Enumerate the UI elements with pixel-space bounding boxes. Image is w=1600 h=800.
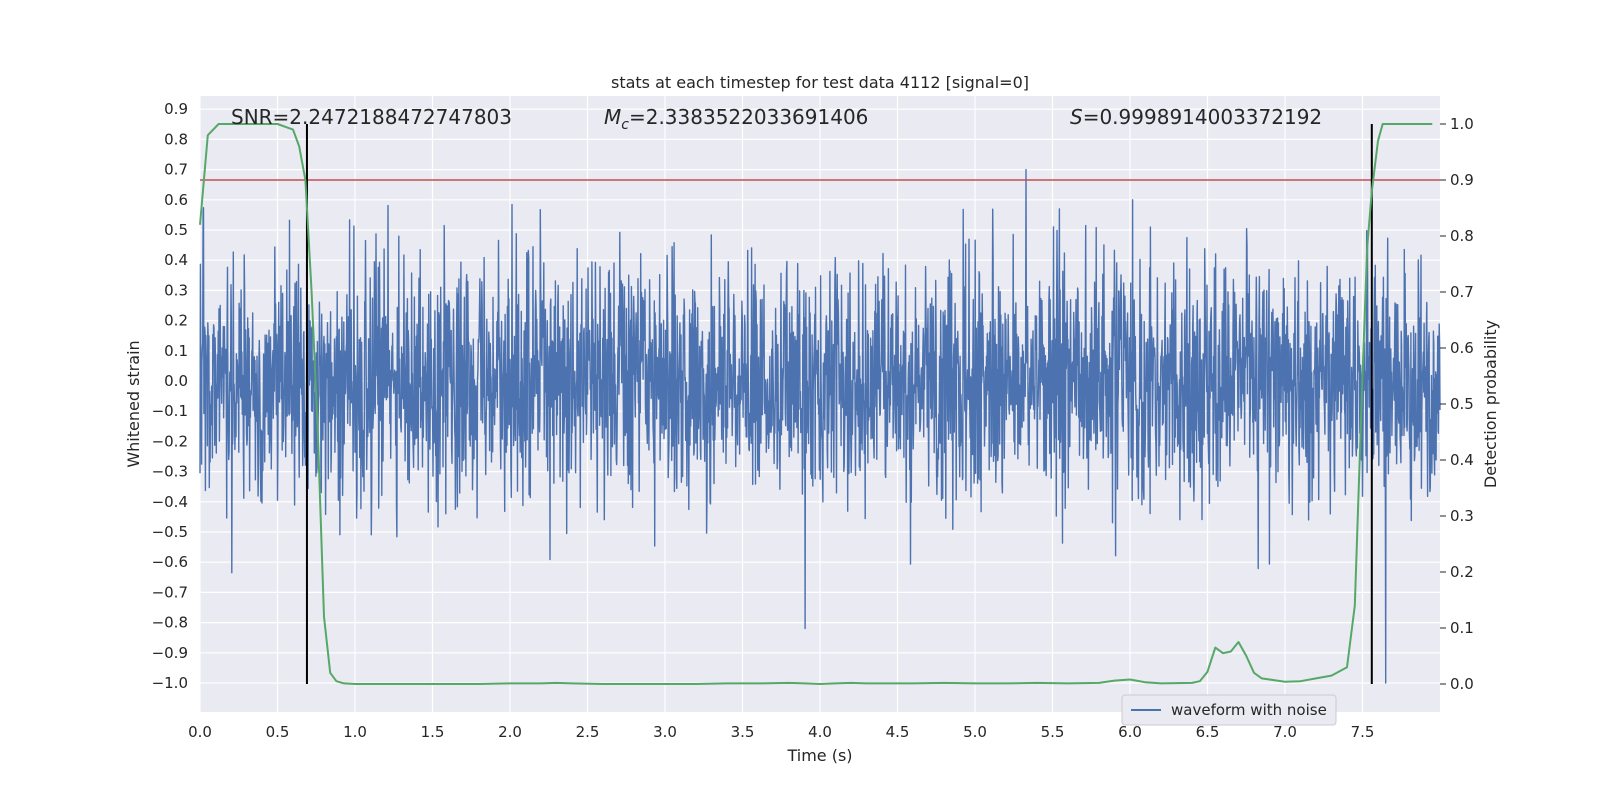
x-tick-label: 6.0 bbox=[1118, 723, 1142, 741]
x-axis-label: Time (s) bbox=[786, 746, 852, 765]
y-right-tick-label: 0.5 bbox=[1450, 395, 1474, 413]
y-tick-label: 0.9 bbox=[164, 100, 188, 118]
chirp-mass-value: =2.3383522033691406 bbox=[629, 105, 868, 129]
score-annotation: S=0.9998914003372192 bbox=[1070, 105, 1322, 129]
x-tick-label: 5.5 bbox=[1041, 723, 1065, 741]
y-right-tick-label: 0.7 bbox=[1450, 283, 1474, 301]
y-tick-label: 0.1 bbox=[164, 342, 188, 360]
y-tick-label: −0.2 bbox=[152, 432, 188, 450]
y-tick-label: −0.3 bbox=[152, 463, 188, 481]
y-tick-label: 0.5 bbox=[164, 221, 188, 239]
chirp-mass-symbol: M bbox=[604, 105, 621, 129]
x-tick-label: 4.5 bbox=[886, 723, 910, 741]
y-tick-label: −0.9 bbox=[152, 644, 188, 662]
y-axis-right-label: Detection probability bbox=[1481, 320, 1500, 488]
y-right-tick-label: 0.2 bbox=[1450, 563, 1474, 581]
legend-label-waveform: waveform with noise bbox=[1171, 701, 1327, 719]
x-tick-label: 5.0 bbox=[963, 723, 987, 741]
y-tick-label: 0.2 bbox=[164, 312, 188, 330]
y-tick-label: 0.0 bbox=[164, 372, 188, 390]
y-tick-label: −0.5 bbox=[152, 523, 188, 541]
legend-box bbox=[1121, 694, 1337, 726]
y-right-tick-label: 0.1 bbox=[1450, 619, 1474, 637]
x-tick-label: 0.5 bbox=[266, 723, 290, 741]
x-tick-label: 4.0 bbox=[808, 723, 832, 741]
y-right-tick-label: 1.0 bbox=[1450, 115, 1474, 133]
y-tick-label: −0.4 bbox=[152, 493, 188, 511]
detection-probability-line bbox=[199, 123, 1433, 685]
x-tick-label: 2.0 bbox=[498, 723, 522, 741]
x-tick-label: 1.5 bbox=[421, 723, 445, 741]
score-value: =0.9998914003372192 bbox=[1083, 105, 1322, 129]
y-right-tick-label: 0.3 bbox=[1450, 507, 1474, 525]
x-tick-label: 3.5 bbox=[731, 723, 755, 741]
y-right-tick-label: 0.0 bbox=[1450, 675, 1474, 693]
x-tick-label: 7.5 bbox=[1351, 723, 1375, 741]
y-tick-label: −1.0 bbox=[152, 674, 188, 692]
x-tick-label: 1.0 bbox=[343, 723, 367, 741]
x-tick-label: 7.0 bbox=[1273, 723, 1297, 741]
y-right-tick-labels: 1.0 0.9 0.8 0.7 0.6 0.5 0.4 0.3 0.2 0.1 0.0 bbox=[1440, 115, 1474, 693]
detection-probability-series bbox=[199, 123, 1433, 685]
y-tick-label: 0.6 bbox=[164, 191, 188, 209]
y-tick-label: 0.8 bbox=[164, 130, 188, 148]
x-tick-label: 3.0 bbox=[653, 723, 677, 741]
waveform-noise-line bbox=[199, 168, 1441, 684]
chirp-mass-subscript: c bbox=[621, 117, 629, 133]
x-tick-label: 6.5 bbox=[1196, 723, 1220, 741]
y-right-tick-label: 0.8 bbox=[1450, 227, 1474, 245]
chirp-mass-annotation: Mc=2.3383522033691406 bbox=[604, 105, 868, 133]
waveform-noise-series bbox=[199, 168, 1441, 684]
y-axis-label: Whitened strain bbox=[124, 340, 143, 467]
y-right-tick-label: 0.9 bbox=[1450, 171, 1474, 189]
x-tick-labels: 0.0 0.5 1.0 1.5 2.0 2.5 3.0 3.5 4.0 4.5 5.0 5.5 6.0 6… bbox=[188, 723, 1374, 741]
y-tick-label: −0.1 bbox=[152, 402, 188, 420]
x-tick-label: 2.5 bbox=[576, 723, 600, 741]
x-tick-label: 0.0 bbox=[188, 723, 212, 741]
y-right-tick-label: 0.4 bbox=[1450, 451, 1474, 469]
y-tick-labels: 0.9 0.8 0.7 0.6 0.5 0.4 0.3 0.2 0.1 0.0 −0.1 −0.2 −0… bbox=[152, 100, 188, 692]
score-symbol: S bbox=[1070, 105, 1083, 129]
snr-annotation: SNR=2.2472188472747803 bbox=[231, 105, 512, 129]
y-tick-label: −0.6 bbox=[152, 553, 188, 571]
y-tick-label: 0.4 bbox=[164, 251, 188, 269]
chart-title: stats at each timestep for test data 411… bbox=[611, 73, 1029, 92]
y-tick-label: 0.7 bbox=[164, 161, 188, 179]
y-tick-label: 0.3 bbox=[164, 281, 188, 299]
y-right-tick-label: 0.6 bbox=[1450, 339, 1474, 357]
legend: waveform with noise bbox=[1121, 694, 1337, 726]
y-tick-label: −0.8 bbox=[152, 614, 188, 632]
y-tick-label: −0.7 bbox=[152, 583, 188, 601]
